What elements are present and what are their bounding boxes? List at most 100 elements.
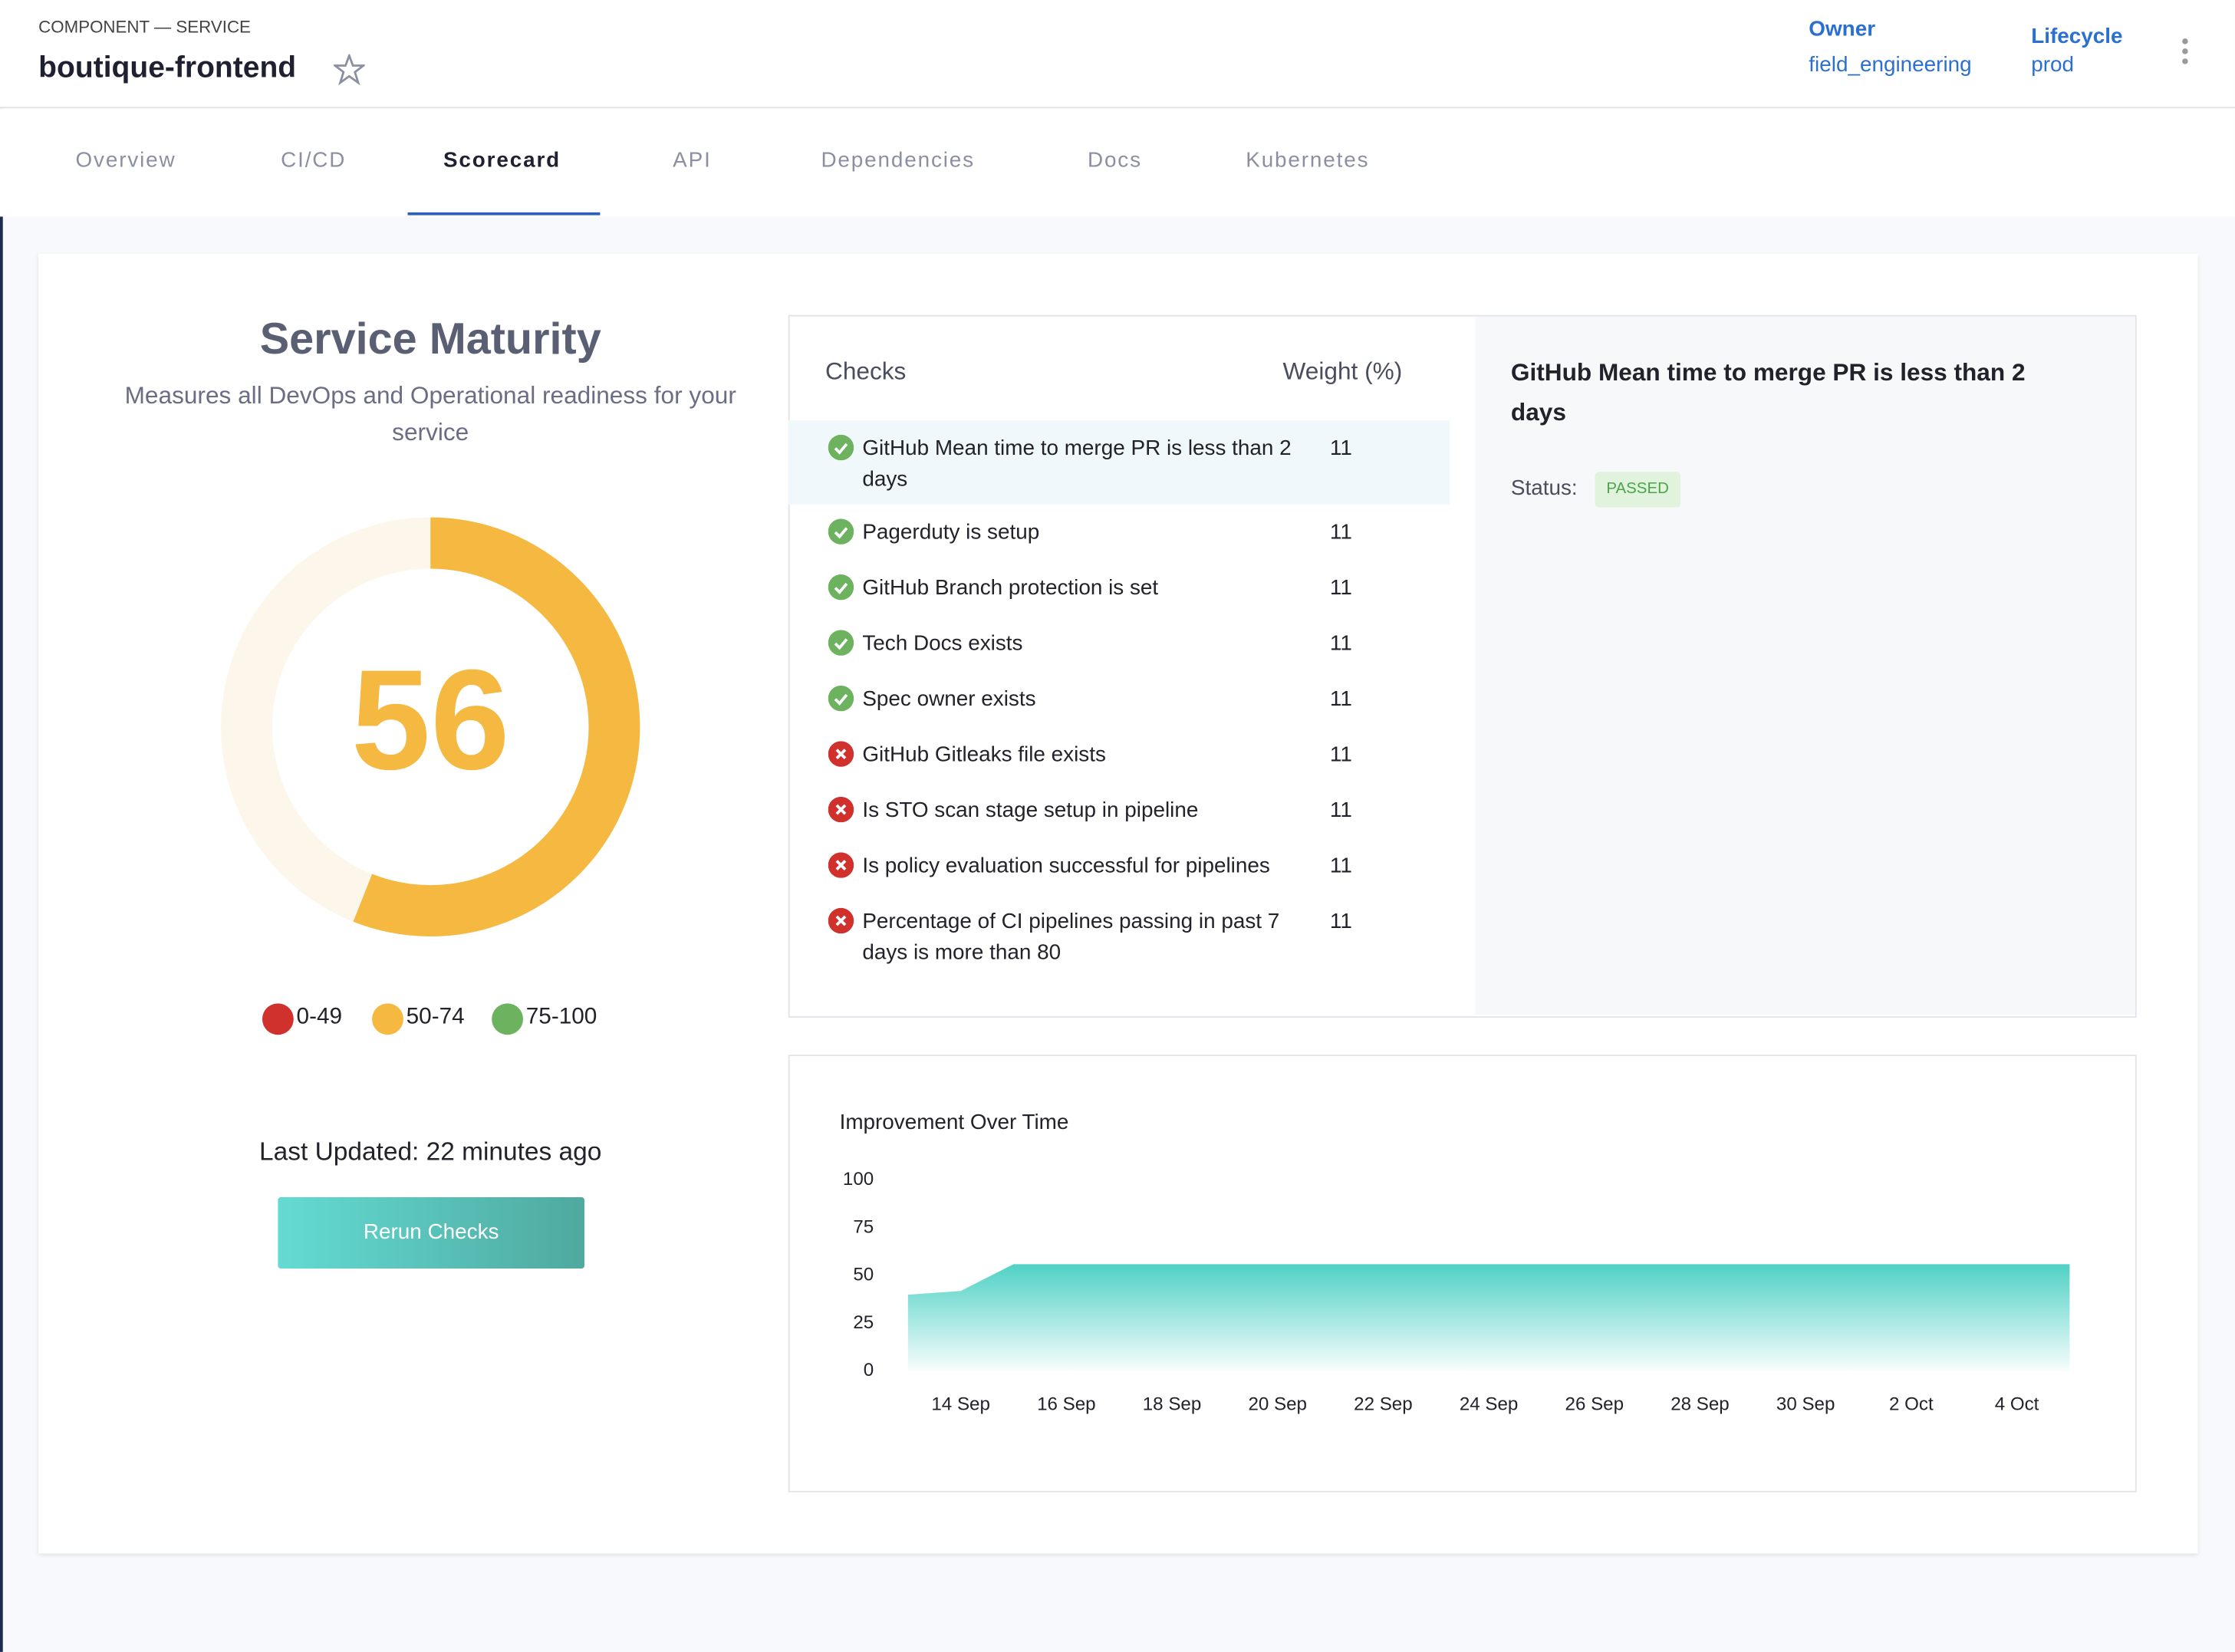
check-name[interactable]: Tech Docs exists [862, 631, 1023, 656]
tab-underline [407, 212, 601, 216]
check-weight: 11 [1329, 631, 1352, 656]
status-icon [828, 741, 854, 767]
x-tick-label: 20 Sep [1248, 1394, 1307, 1415]
icon-bg [828, 685, 854, 712]
x-tick-label: 24 Sep [1460, 1394, 1519, 1415]
icon-glyph [835, 915, 847, 926]
check-name[interactable]: Is STO scan stage setup in pipeline [862, 798, 1199, 823]
legend-label: 50-74 [406, 1005, 465, 1029]
status-icon [828, 574, 854, 601]
x-tick-label: 30 Sep [1776, 1394, 1835, 1415]
side-bar [0, 0, 3, 1652]
detail-title: GitHub Mean time to merge PR is less tha… [1510, 359, 2026, 426]
status-icon [828, 907, 854, 934]
y-tick-label: 75 [853, 1216, 874, 1237]
legend-dot [262, 1003, 294, 1035]
score: 56 [351, 640, 510, 799]
chart: Improvement Over Time 0 25 50 75 100 14 Sep 16… [840, 1110, 2070, 1415]
icon-glyph [834, 638, 848, 650]
area [907, 1264, 2070, 1371]
owner[interactable]: field_engineering [1809, 52, 1972, 77]
lifecycle-label: Lifecycle [2031, 24, 2123, 49]
tab[interactable]: Scorecard [443, 148, 561, 173]
checks-header: Checks [825, 357, 907, 385]
check-weight: 11 [1329, 909, 1352, 934]
check-name[interactable]: GitHub Mean time to merge PR is less tha… [862, 436, 1292, 492]
header: COMPONENT — SERVICE boutique-frontend Ow… [0, 0, 2235, 109]
x-tick-label: 4 Oct [1995, 1394, 2039, 1415]
tab-bar: Overview CI/CD Scorecard API Dependencies Doc… [0, 108, 2235, 217]
tab[interactable]: API [673, 148, 712, 173]
check-weight: 11 [1329, 575, 1352, 601]
check-weight: 11 [1329, 436, 1352, 461]
check-name[interactable]: Is policy evaluation successful for pipe… [862, 854, 1270, 878]
tab[interactable]: Docs [1087, 148, 1142, 173]
chart-title: Improvement Over Time [840, 1110, 1069, 1134]
tab[interactable]: Overview [75, 148, 176, 173]
legend-dot [372, 1003, 403, 1035]
check-name[interactable]: GitHub Branch protection is set [862, 575, 1159, 601]
score-arc [221, 517, 640, 936]
check-weight: 11 [1329, 520, 1352, 545]
row-highlight [788, 420, 1450, 505]
status-icon [828, 630, 854, 656]
status-badge: PASSED [1595, 472, 1680, 508]
x-tick-label: 22 Sep [1354, 1394, 1413, 1415]
tab[interactable]: CI/CD [281, 148, 347, 173]
icon-bg [828, 574, 854, 601]
x-tick-label: 16 Sep [1037, 1394, 1096, 1415]
menu[interactable] [2178, 37, 2193, 65]
title: Service Maturity [259, 313, 601, 364]
icon-glyph [834, 693, 848, 706]
icon-glyph [835, 804, 847, 815]
kind: COMPONENT — SERVICE [38, 17, 251, 38]
weight-header: Weight (%) [1282, 357, 1403, 385]
icon-glyph [835, 749, 847, 759]
lifecycle: prod [2031, 52, 2075, 77]
status-icon [828, 434, 854, 461]
y-tick-label: 0 [864, 1360, 874, 1381]
entity-name: boutique-frontend [38, 51, 297, 84]
check-weight: 11 [1329, 798, 1352, 823]
x-tick-label: 14 Sep [931, 1394, 990, 1415]
star[interactable] [333, 54, 365, 86]
check-name[interactable]: Spec owner exists [862, 686, 1036, 712]
status-icon [828, 852, 854, 878]
tab[interactable]: Kubernetes [1246, 148, 1370, 173]
legend-label: 0-49 [296, 1005, 343, 1029]
status-icon [828, 518, 854, 545]
icon-bg [828, 630, 854, 656]
icon-glyph [834, 582, 848, 594]
tab[interactable]: Dependencies [821, 148, 975, 173]
y-tick-label: 100 [843, 1169, 874, 1190]
x-tick-label: 26 Sep [1565, 1394, 1624, 1415]
check-name[interactable]: Pagerduty is setup [862, 520, 1040, 545]
check-weight: 11 [1329, 686, 1352, 712]
status-icon [828, 685, 854, 712]
x-tick-label: 18 Sep [1143, 1394, 1202, 1415]
legend-dot [492, 1003, 524, 1035]
icon-bg [828, 518, 854, 545]
subtitle: Measures all DevOps and Operational read… [124, 382, 736, 446]
y-tick-label: 25 [853, 1312, 874, 1333]
donut: 56 [221, 517, 640, 936]
last-updated: Last Updated: 22 minutes ago [259, 1137, 602, 1167]
icon-glyph [834, 443, 848, 455]
x-tick-label: 2 Oct [1889, 1394, 1934, 1415]
status-label: Status: [1510, 476, 1578, 501]
check-name[interactable]: GitHub Gitleaks file exists [862, 742, 1106, 767]
status-icon [828, 796, 854, 823]
check-weight: 11 [1329, 742, 1352, 767]
icon-glyph [834, 527, 848, 539]
legend: 0-49 50-74 75-100 [0, 1002, 861, 1036]
y-tick-label: 50 [853, 1265, 874, 1285]
check-weight: 11 [1329, 854, 1352, 878]
detail-panel [1475, 316, 2135, 1015]
rerun-button[interactable]: Rerun Checks [278, 1197, 584, 1269]
owner-label: Owner [1809, 17, 1876, 41]
legend-label: 75-100 [525, 1005, 597, 1029]
icon-glyph [835, 860, 847, 870]
icon-bg [828, 434, 854, 461]
check-name[interactable]: Percentage of CI pipelines passing in pa… [862, 909, 1280, 966]
